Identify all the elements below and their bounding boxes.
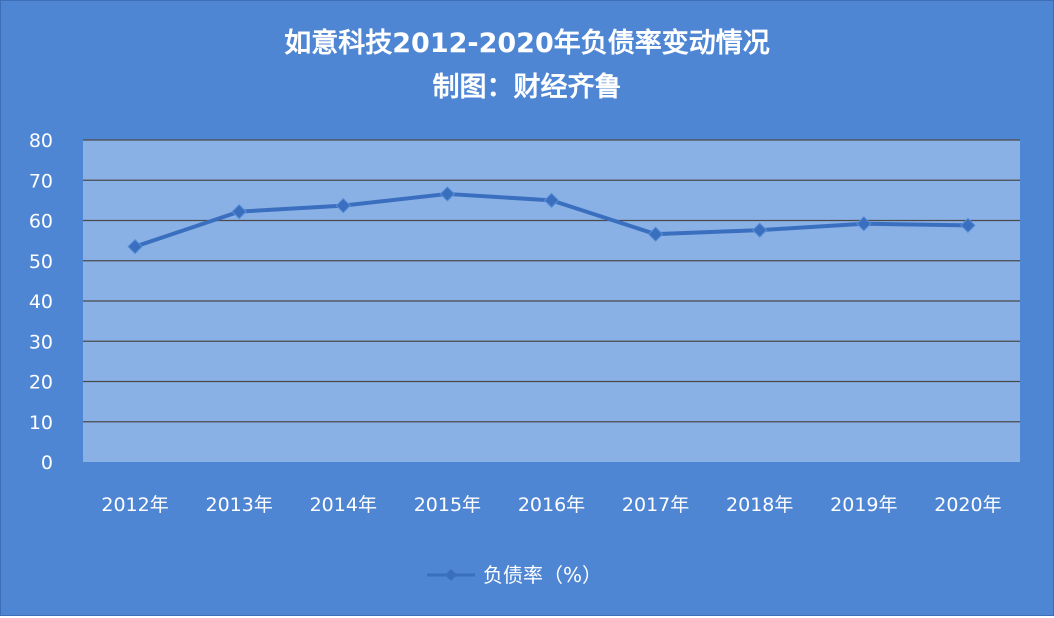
y-tick-label-10: 10 — [29, 412, 53, 434]
gridlines — [83, 139, 1020, 423]
data-point-2017年 — [647, 226, 664, 242]
x-tick-label-5: 2017年 — [622, 494, 689, 516]
x-tick-label-6: 2018年 — [726, 494, 793, 516]
y-tick-label-60: 60 — [29, 211, 53, 233]
x-tick-label-8: 2020年 — [934, 494, 1001, 516]
data-point-2012年 — [127, 238, 143, 255]
data-point-2013年 — [231, 203, 247, 220]
legend: 负债率（%） — [427, 563, 602, 587]
x-tick-label-3: 2015年 — [414, 494, 481, 516]
x-tick-label-7: 2019年 — [830, 494, 897, 516]
data-point-2014年 — [335, 197, 351, 214]
data-point-2015年 — [439, 186, 456, 202]
x-tick-label-4: 2016年 — [518, 494, 585, 516]
y-tick-label-20: 20 — [29, 372, 53, 394]
data-point-2020年 — [960, 217, 976, 234]
data-point-2018年 — [752, 222, 768, 238]
y-tick-label-80: 80 — [29, 130, 53, 152]
chart-subtitle: 制图：财经齐鲁 — [433, 71, 622, 103]
legend-label: 负债率（%） — [483, 563, 602, 587]
y-axis-tick-labels: 0 10 20 30 40 50 60 70 80 — [29, 130, 53, 474]
data-point-2019年 — [856, 216, 872, 232]
x-axis-tick-labels: 2012年 2013年 2014年 2015年 2016年 2017年 2018年 2019年… — [101, 494, 1001, 516]
x-tick-label-1: 2013年 — [205, 494, 272, 516]
y-tick-label-70: 70 — [29, 170, 53, 192]
x-tick-label-0: 2012年 — [101, 494, 168, 516]
data-point-2016年 — [543, 192, 560, 209]
y-tick-label-0: 0 — [41, 452, 53, 474]
x-tick-label-2: 2014年 — [310, 494, 377, 516]
y-tick-label-40: 40 — [29, 291, 53, 313]
y-tick-label-30: 30 — [29, 331, 53, 353]
chart-title: 如意科技2012-2020年负债率变动情况 — [284, 27, 770, 59]
legend-marker-swatch — [445, 569, 457, 581]
series-layer — [127, 186, 976, 255]
y-tick-label-50: 50 — [29, 251, 53, 273]
